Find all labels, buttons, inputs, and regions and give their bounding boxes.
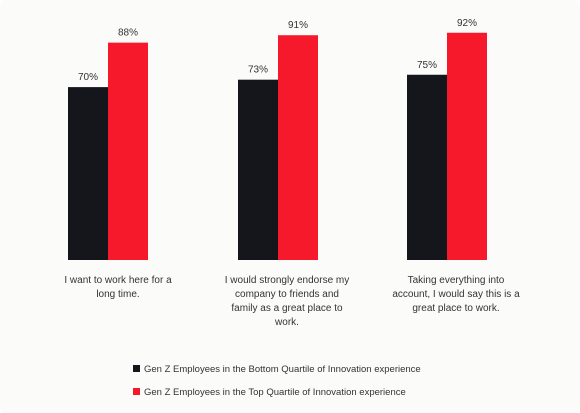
category-label-line: Taking everything into [408, 275, 505, 286]
category-label-line: company to friends and [235, 289, 339, 300]
top-quartile-value-label-3: 92% [457, 18, 477, 29]
category-label-line: account, I would say this is a [392, 289, 520, 300]
category-label-line: family as a great place to [231, 303, 343, 314]
legend-label-top-quartile: Gen Z Employees in the Top Quartile of I… [144, 387, 406, 398]
top-quartile-bar-1 [108, 42, 148, 260]
category-label-1: I want to work here for a long time. [64, 275, 172, 300]
bottom-quartile-value-label-3: 75% [417, 60, 437, 71]
top-quartile-value-label-1: 88% [118, 28, 138, 39]
category-label-line: I want to work here for a [64, 275, 172, 286]
top-quartile-bar-2 [278, 35, 318, 261]
legend-swatch-bottom-quartile [133, 365, 140, 372]
category-label-2: I would strongly endorse my company to fr… [225, 275, 350, 328]
bottom-quartile-value-label-1: 70% [78, 72, 98, 83]
category-label-line: long time. [96, 289, 139, 300]
bottom-quartile-bar-3 [407, 74, 447, 260]
bottom-quartile-bar-2 [238, 79, 278, 260]
category-label-line: great place to work. [412, 303, 499, 314]
legend-swatch-top-quartile [133, 388, 140, 395]
category-label-line: I would strongly endorse my [225, 275, 350, 286]
top-quartile-bar-3 [447, 32, 487, 261]
category-label-3: Taking everything into account, I would s… [392, 275, 520, 314]
category-label-line: work. [274, 317, 299, 328]
bottom-quartile-value-label-2: 73% [248, 65, 268, 76]
bottom-quartile-bar-1 [68, 87, 108, 260]
top-quartile-value-label-2: 91% [288, 20, 308, 31]
legend-label-bottom-quartile: Gen Z Employees in the Bottom Quartile o… [144, 364, 421, 375]
